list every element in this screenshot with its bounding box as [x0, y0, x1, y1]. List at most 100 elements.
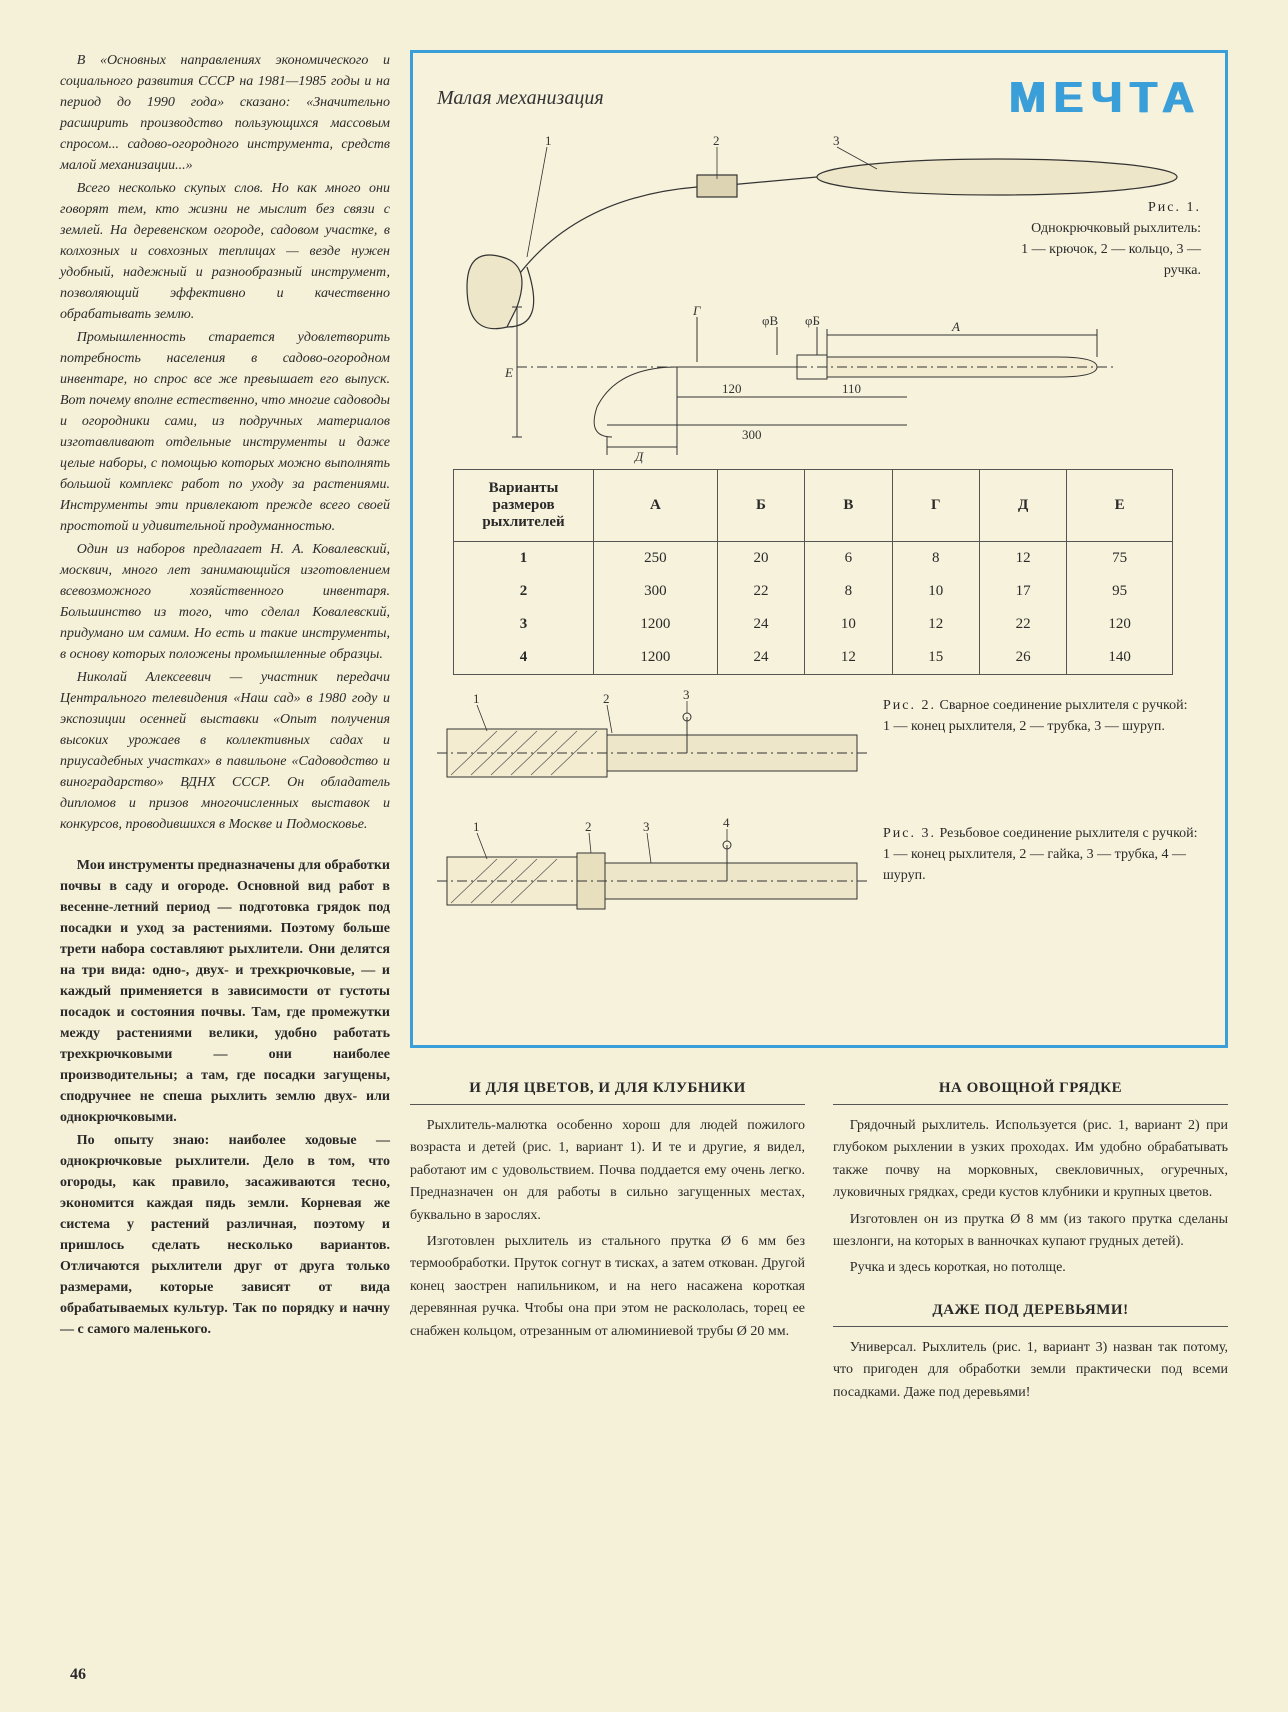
- cell: 12: [979, 542, 1066, 576]
- svg-text:3: 3: [643, 819, 650, 834]
- phi-v: φВ: [762, 313, 779, 328]
- figure-1-svg: 1 2 3: [437, 137, 1197, 457]
- fig3-title: Рис. 3.: [883, 826, 936, 841]
- bold-p1: Мои инструменты предназначены для обрабо…: [60, 855, 390, 1128]
- cell: 120: [1067, 608, 1173, 641]
- svg-text:2: 2: [585, 819, 592, 834]
- article-vegetable: НА ОВОЩНОЙ ГРЯДКЕ Грядочный рыхлитель. И…: [833, 1076, 1228, 1408]
- cell: 1200: [594, 641, 718, 675]
- figure-2-row: 1 2 3 Рис. 2. Сварное соединение рыхлите…: [437, 695, 1201, 815]
- phi-b: φБ: [805, 313, 820, 328]
- fig3-name: Резьбовое соединение рыхлителя с ручкой:: [940, 826, 1198, 841]
- editorial-intro: В «Основных направлениях экономического …: [60, 50, 390, 835]
- th-B: Б: [717, 470, 804, 542]
- a2-p3: Ручка и здесь короткая, но потолще.: [833, 1257, 1228, 1279]
- cell: 24: [717, 608, 804, 641]
- a2-heading: НА ОВОЩНОЙ ГРЯДКЕ: [833, 1076, 1228, 1100]
- cell: 1200: [594, 608, 718, 641]
- dim-110: 110: [842, 381, 861, 396]
- intro-p1: В «Основных направлениях экономического …: [60, 50, 390, 176]
- th-D: Д: [979, 470, 1066, 542]
- th-G: Г: [892, 470, 979, 542]
- panel-header: Малая механизация МЕЧТА: [437, 73, 1201, 123]
- figure-2-caption: Рис. 2. Сварное соединение рыхлителя с р…: [883, 695, 1201, 815]
- cell: 10: [805, 608, 892, 641]
- table-row: 4120024121526140: [454, 641, 1173, 675]
- cell: 24: [717, 641, 804, 675]
- cell: 250: [594, 542, 718, 576]
- intro-p4: Один из наборов предлагает Н. А. Ковалев…: [60, 539, 390, 665]
- dim-300: 300: [742, 427, 762, 442]
- figure-1-caption: Рис. 1. Однокрючковый рыхлитель: 1 — крю…: [1001, 197, 1201, 281]
- fig1-legend: 1 — крючок, 2 — кольцо, 3 — ручка.: [1021, 242, 1201, 278]
- th-V: В: [805, 470, 892, 542]
- a2-p1: Грядочный рыхлитель. Используется (рис. …: [833, 1115, 1228, 1205]
- cell: 8: [805, 575, 892, 608]
- row-number: 2: [454, 575, 594, 608]
- callout-1: 1: [545, 133, 552, 148]
- a2-p2: Изготовлен он из прутка Ø 8 мм (из таког…: [833, 1209, 1228, 1254]
- article-flowers: И ДЛЯ ЦВЕТОВ, И ДЛЯ КЛУБНИКИ Рыхлитель-м…: [410, 1076, 805, 1408]
- intro-p3: Промышленность старается удовлетворить п…: [60, 327, 390, 537]
- cell: 20: [717, 542, 804, 576]
- a1-p2: Изготовлен рыхлитель из стального прутка…: [410, 1231, 805, 1343]
- svg-text:1: 1: [473, 691, 480, 706]
- cell: 10: [892, 575, 979, 608]
- dim-D: Д: [633, 449, 644, 464]
- th-A: А: [594, 470, 718, 542]
- svg-text:3: 3: [683, 687, 690, 702]
- section-label: Малая механизация: [437, 87, 604, 110]
- intro-p2: Всего несколько скупых слов. Но как мног…: [60, 178, 390, 325]
- dim-A: А: [951, 319, 960, 334]
- th-E: Е: [1067, 470, 1173, 542]
- dim-G: Г: [692, 303, 701, 318]
- table-row: 125020681275: [454, 542, 1173, 576]
- svg-text:4: 4: [723, 815, 730, 830]
- cell: 6: [805, 542, 892, 576]
- callout-2: 2: [713, 133, 720, 148]
- row-number: 3: [454, 608, 594, 641]
- a1-p1: Рыхлитель-малютка особенно хорош для люд…: [410, 1115, 805, 1227]
- table-row: 3120024101222120: [454, 608, 1173, 641]
- figure-3: 1 2 3 4: [437, 823, 867, 943]
- bold-p2: По опыту знаю: наиболее ходовые — однокр…: [60, 1130, 390, 1340]
- figure-panel: Малая механизация МЕЧТА: [410, 50, 1228, 1048]
- fig3-legend: 1 — конец рыхлителя, 2 — гайка, 3 — труб…: [883, 847, 1186, 883]
- figure-3-caption: Рис. 3. Резьбовое соединение рыхлителя с…: [883, 823, 1201, 943]
- cell: 140: [1067, 641, 1173, 675]
- size-table-wrap: Варианты размеров рыхлителей А Б В Г Д Е…: [453, 469, 1201, 675]
- th-variants: Варианты размеров рыхлителей: [454, 470, 594, 542]
- fig2-legend: 1 — конец рыхлителя, 2 — трубка, 3 — шур…: [883, 719, 1165, 734]
- figure-2: 1 2 3: [437, 695, 867, 815]
- right-column: Малая механизация МЕЧТА: [410, 50, 1228, 1408]
- figure-1: 1 2 3: [437, 137, 1201, 457]
- dim-E: Е: [504, 365, 513, 380]
- intro-column: В «Основных направлениях экономического …: [60, 50, 390, 1408]
- cell: 26: [979, 641, 1066, 675]
- author-intro: Мои инструменты предназначены для обрабо…: [60, 855, 390, 1340]
- cell: 95: [1067, 575, 1173, 608]
- bottom-articles: И ДЛЯ ЦВЕТОВ, И ДЛЯ КЛУБНИКИ Рыхлитель-м…: [410, 1076, 1228, 1408]
- cell: 300: [594, 575, 718, 608]
- cell: 75: [1067, 542, 1173, 576]
- fig2-title: Рис. 2.: [883, 698, 936, 713]
- cell: 17: [979, 575, 1066, 608]
- a1-heading: И ДЛЯ ЦВЕТОВ, И ДЛЯ КЛУБНИКИ: [410, 1076, 805, 1100]
- cell: 12: [805, 641, 892, 675]
- svg-text:2: 2: [603, 691, 610, 706]
- size-table: Варианты размеров рыхлителей А Б В Г Д Е…: [453, 469, 1173, 675]
- callout-3: 3: [833, 133, 840, 148]
- table-header-row: Варианты размеров рыхлителей А Б В Г Д Е: [454, 470, 1173, 542]
- article-title: МЕЧТА: [1008, 73, 1201, 123]
- table-row: 2300228101795: [454, 575, 1173, 608]
- cell: 22: [717, 575, 804, 608]
- fig1-name: Однокрючковый рыхлитель:: [1031, 221, 1201, 236]
- fig1-title: Рис. 1.: [1148, 200, 1201, 215]
- figure-3-row: 1 2 3 4 Рис. 3. Резьбовое соединение рых…: [437, 823, 1201, 943]
- cell: 15: [892, 641, 979, 675]
- intro-p5: Николай Алексеевич — участник передачи Ц…: [60, 667, 390, 835]
- a3-p1: Универсал. Рыхлитель (рис. 1, вариант 3)…: [833, 1337, 1228, 1404]
- cell: 8: [892, 542, 979, 576]
- page-number: 46: [70, 1666, 86, 1684]
- dim-120: 120: [722, 381, 742, 396]
